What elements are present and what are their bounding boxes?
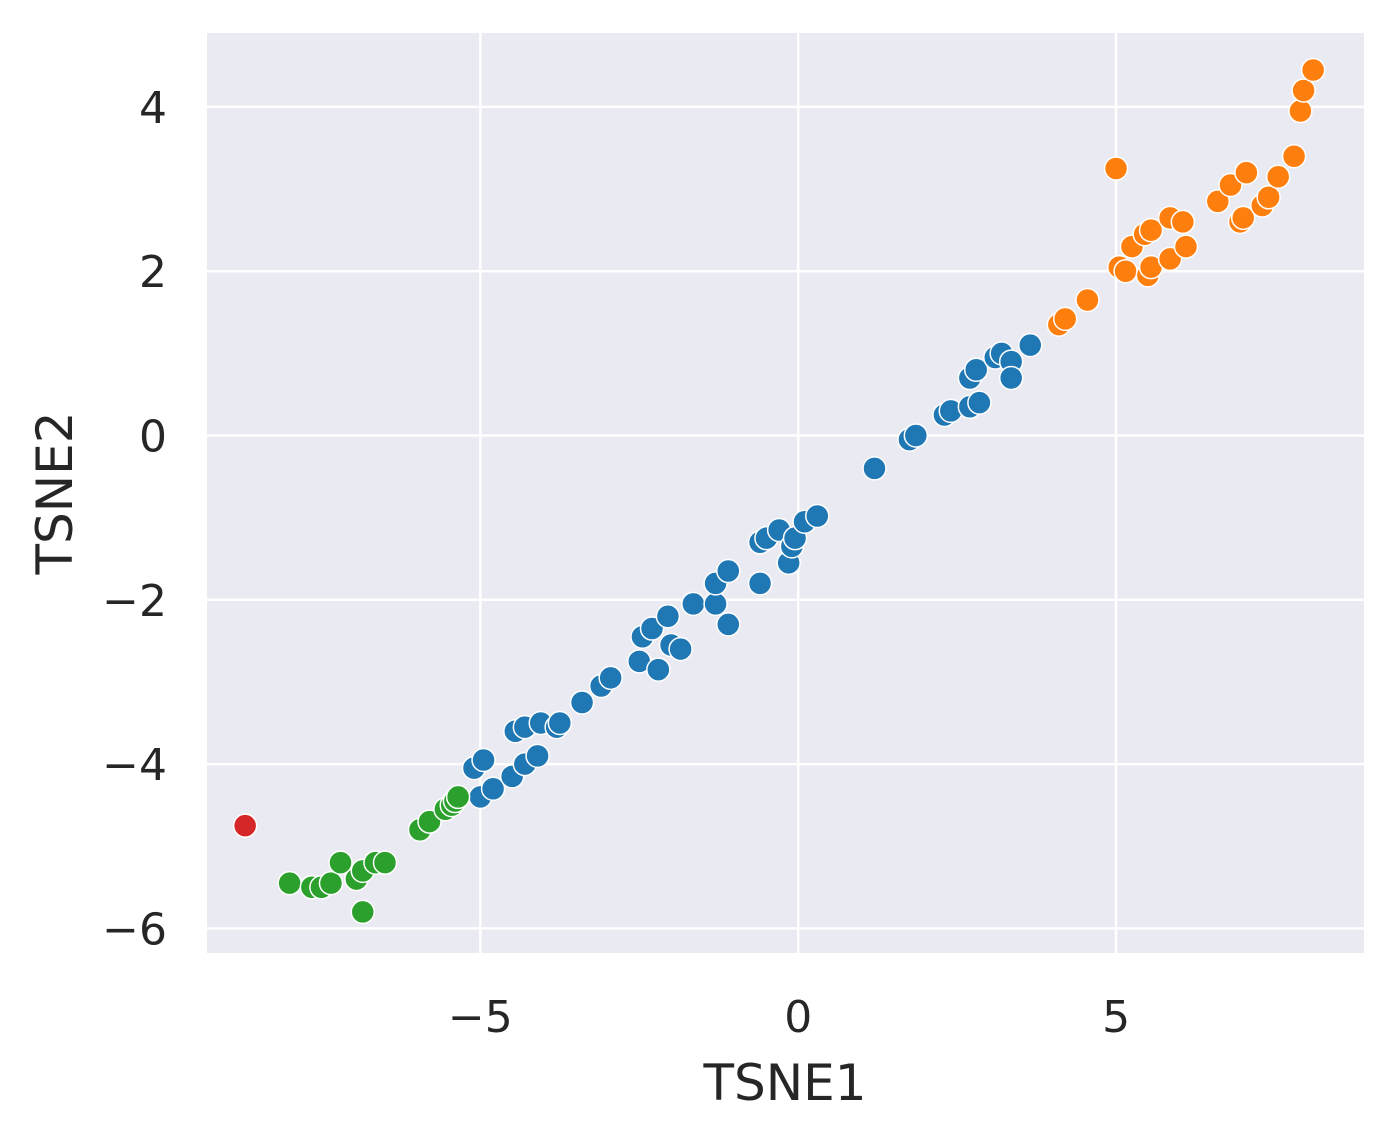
scatter-point (1234, 160, 1259, 185)
scatter-point (445, 784, 471, 810)
scatter-point (903, 423, 929, 448)
scatter-point (1113, 258, 1138, 284)
scatter-point (668, 636, 693, 662)
x-tick-label: 0 (784, 992, 812, 1043)
scatter-point (716, 612, 741, 637)
scatter-point (525, 743, 550, 769)
data-points (232, 57, 1326, 925)
scatter-point (805, 503, 830, 529)
scatter-point (963, 357, 989, 383)
scatter-point (646, 657, 671, 682)
y-tick-labels: −6 −4 −2 0 2 4 (102, 83, 167, 955)
scatter-point (1018, 332, 1043, 358)
scatter-point (747, 571, 773, 596)
scatter-point (703, 591, 728, 617)
scatter-point (1052, 306, 1078, 332)
scatter-point (471, 747, 496, 773)
scatter-point (480, 776, 506, 801)
scatter-point (547, 710, 573, 736)
y-tick-label: 2 (139, 247, 167, 298)
scatter-point (967, 390, 992, 415)
scatter-point (1205, 189, 1231, 214)
grid-lines (207, 33, 1364, 953)
scatter-point (1103, 156, 1129, 181)
scatter-point (1173, 234, 1199, 259)
scatter-point (1170, 209, 1196, 235)
scatter-point (328, 850, 353, 875)
scatter-point (681, 591, 706, 617)
scatter-point (1300, 57, 1326, 83)
scatter-point (1075, 287, 1100, 313)
scatter-point (569, 690, 595, 715)
scatter-point (998, 365, 1024, 391)
y-tick-label: −4 (102, 740, 167, 791)
y-axis-label: TSNE2 (26, 411, 84, 575)
scatter-point (318, 870, 344, 896)
scatter-point (862, 456, 887, 481)
y-tick-label: 4 (139, 83, 167, 134)
scatter-point (232, 813, 258, 838)
scatter-point (277, 870, 302, 896)
scatter-point (1288, 98, 1313, 124)
x-tick-label: −5 (448, 992, 513, 1043)
y-tick-label: 0 (139, 412, 167, 463)
scatter-point (598, 665, 623, 691)
y-tick-label: −6 (102, 904, 167, 955)
scatter-point (716, 558, 741, 584)
scatter-point (350, 899, 375, 925)
scatter-point (1291, 78, 1316, 103)
scatter-point (655, 603, 681, 629)
scatter-point (1281, 143, 1307, 169)
plot-area (207, 33, 1364, 953)
x-axis-label: TSNE1 (702, 1054, 866, 1112)
scatter-point (372, 850, 398, 875)
scatter-point (1230, 205, 1256, 231)
scatter-point (1138, 217, 1164, 243)
y-tick-label: −2 (102, 576, 167, 627)
x-tick-labels: −5 0 5 (448, 992, 1130, 1043)
scatter-point (1256, 185, 1281, 210)
x-tick-label: 5 (1102, 992, 1130, 1043)
scatter-point (1265, 164, 1291, 189)
